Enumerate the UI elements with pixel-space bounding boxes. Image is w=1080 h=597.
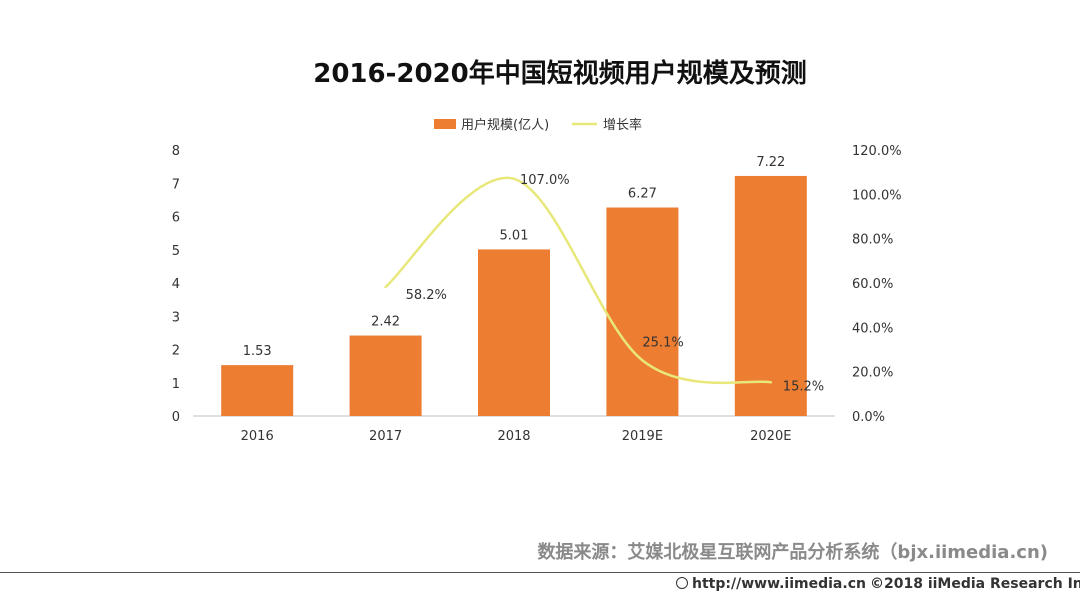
source-note: 数据来源：艾媒北极星互联网产品分析系统（bjx.iimedia.cn): [537, 542, 1048, 563]
bar-value-label: 7.22: [756, 155, 785, 170]
x-tick-label: 2019E: [622, 429, 663, 444]
globe-icon: [676, 577, 688, 589]
y-right-tick-label: 60.0%: [852, 277, 893, 292]
bar: [734, 175, 807, 416]
bar-series: [221, 175, 807, 416]
line-series: [384, 176, 773, 385]
x-tick-label: 2016: [241, 429, 274, 444]
y-left-tick-label: 8: [172, 144, 180, 159]
y-right-tick-label: 40.0%: [852, 321, 893, 336]
line-value-label: 107.0%: [520, 173, 570, 188]
legend: 用户规模(亿人) 增长率: [434, 117, 642, 133]
line-value-label: 58.2%: [406, 288, 447, 303]
footer-copyright: ©2018 iiMedia Research Inc: [870, 576, 1080, 592]
y-right-tick-label: 80.0%: [852, 233, 893, 248]
y-right-tick-label: 0.0%: [852, 410, 885, 425]
y-left-tick-label: 7: [172, 177, 180, 192]
x-tick-label: 2020E: [750, 429, 791, 444]
footer-bar: http://www.iimedia.cn ©2018 iiMedia Rese…: [0, 572, 1080, 597]
bar: [606, 207, 679, 416]
growth-line: [384, 176, 773, 385]
footer-url[interactable]: http://www.iimedia.cn: [676, 576, 866, 592]
y-left-tick-label: 5: [172, 244, 180, 259]
bar: [478, 249, 550, 416]
y-right-tick-label: 100.0%: [852, 188, 902, 203]
y-left-tick-label: 6: [172, 211, 180, 226]
legend-bar-label: 用户规模(亿人): [461, 117, 549, 133]
bar: [221, 365, 294, 416]
chart-title: 2016-2020年中国短视频用户规模及预测: [313, 58, 807, 89]
legend-bar-swatch: [434, 119, 456, 129]
y-right-tick-label: 120.0%: [852, 144, 902, 159]
bar-value-label: 6.27: [628, 187, 657, 202]
y-left-tick-label: 0: [172, 410, 180, 425]
footer-url-text: http://www.iimedia.cn: [692, 576, 866, 592]
x-tick-label: 2017: [369, 429, 402, 444]
legend-line-label: 增长率: [603, 117, 642, 133]
y-left-tick-label: 2: [172, 344, 180, 359]
axes: 0123456780.0%20.0%40.0%60.0%80.0%100.0%1…: [172, 144, 902, 444]
y-right-tick-label: 20.0%: [852, 366, 893, 381]
y-left-tick-label: 1: [172, 377, 180, 392]
bar-value-label: 2.42: [371, 315, 400, 330]
line-value-label: 25.1%: [642, 335, 683, 350]
bar: [349, 335, 422, 416]
y-left-tick-label: 3: [172, 310, 180, 325]
x-tick-label: 2018: [497, 429, 530, 444]
line-value-label: 15.2%: [783, 379, 824, 394]
y-left-tick-label: 4: [172, 277, 180, 292]
bar-value-label: 5.01: [500, 228, 529, 243]
data-labels: 1.53 2.42 5.01 6.27 7.22 58.2% 107.0% 25.1% 15.2…: [243, 155, 824, 394]
bar-value-label: 1.53: [243, 344, 272, 359]
